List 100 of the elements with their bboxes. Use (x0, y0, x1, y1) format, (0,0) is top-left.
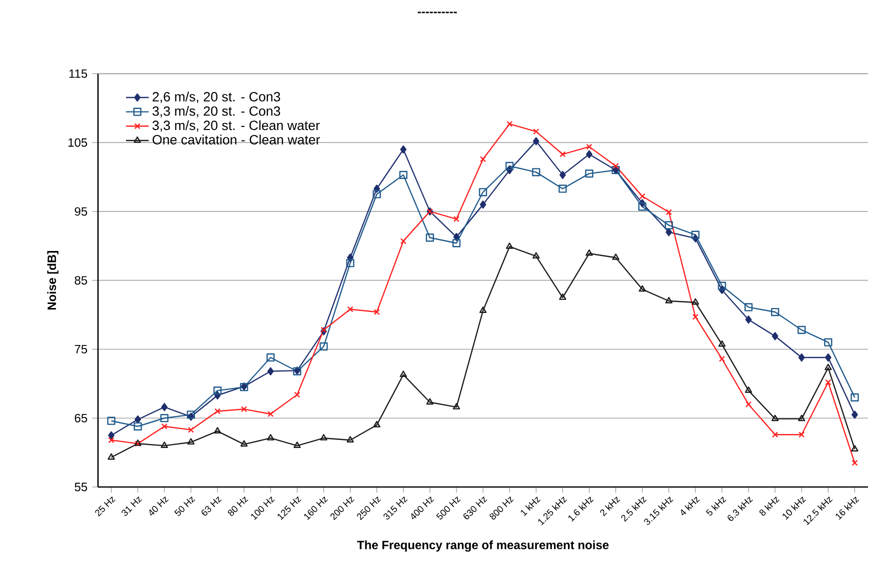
point (478, 188, 488, 196)
y-tick-label: 55 (74, 482, 88, 492)
point (559, 170, 566, 180)
point (664, 221, 673, 230)
y-axis-title: Noise [dB] (47, 251, 58, 310)
point (798, 414, 806, 422)
x-axis-title: The Frequency range of measurement noise (357, 540, 609, 552)
point (453, 216, 460, 222)
x-tick-label: 6.3 kHz (728, 496, 753, 521)
x-tick-label: 4 kHz (681, 496, 700, 516)
x-tick-label: 200 Hz (330, 496, 355, 520)
y-tick-label: 95 (74, 207, 88, 216)
x-tick-label: 100 Hz (251, 496, 275, 520)
point (400, 370, 407, 378)
x-tick-label: 1 kHz (520, 496, 541, 516)
point (374, 308, 380, 316)
point (639, 193, 646, 200)
x-tick-label: 10 kHz (782, 496, 806, 520)
point (691, 230, 700, 239)
point (771, 308, 780, 316)
point (426, 398, 434, 405)
x-tick-label: 25 Hz (95, 496, 116, 516)
point (188, 426, 194, 433)
point (452, 239, 461, 248)
point (666, 228, 672, 236)
point (320, 342, 328, 351)
point (373, 420, 380, 428)
point (532, 252, 540, 259)
point (160, 442, 168, 448)
point (744, 386, 752, 393)
point (533, 128, 540, 135)
point (134, 415, 142, 424)
x-tick-label: 40 Hz (149, 496, 169, 516)
x-tick-label: 1.6 kHz (568, 496, 594, 522)
point (852, 410, 858, 419)
point (294, 392, 300, 398)
point (586, 144, 592, 150)
point (134, 422, 142, 430)
point (824, 364, 832, 370)
x-tick-label: 400 Hz (411, 496, 434, 520)
point (214, 427, 222, 434)
point (665, 296, 672, 304)
point (452, 403, 460, 410)
point (718, 340, 726, 347)
point (453, 232, 460, 241)
point (347, 306, 354, 312)
y-tick-label: 115 (69, 69, 88, 78)
y-tick-label: 85 (74, 276, 88, 285)
x-tick-label: 8 kHz (759, 496, 780, 516)
x-tick-label: 630 Hz (463, 496, 488, 520)
point (586, 150, 592, 158)
point (266, 434, 274, 440)
point (692, 298, 700, 305)
legend-label: 3,3 m/s, 20 st. - Clean water (152, 120, 320, 132)
point (798, 326, 806, 334)
point (346, 259, 354, 268)
x-tick-label: 500 Hz (436, 496, 461, 520)
x-tick-label: 160 Hz (304, 496, 328, 520)
point (479, 306, 487, 313)
x-tick-label: 63 Hz (202, 496, 222, 516)
point (346, 436, 354, 442)
point (585, 169, 594, 178)
point (266, 353, 275, 362)
x-tick-label: 800 Hz (490, 496, 514, 520)
point (294, 442, 301, 448)
x-tick-label: 50 Hz (174, 496, 196, 516)
point (718, 282, 726, 290)
point (824, 353, 832, 362)
y-tick-label: 65 (74, 414, 88, 422)
point (267, 367, 274, 376)
legend-label: 2,6 m/s, 20 st. - Con3 (152, 92, 280, 104)
point (399, 170, 408, 180)
point (480, 200, 486, 209)
point (320, 326, 327, 333)
x-tick-label: 125 Hz (278, 496, 302, 520)
x-tick-label: 315 Hz (384, 496, 408, 520)
legend-label: One cavitation - Clean water (152, 134, 320, 144)
point (187, 438, 195, 445)
point (612, 254, 620, 260)
point (320, 434, 328, 440)
point (506, 242, 514, 249)
point (532, 168, 540, 176)
point (240, 406, 248, 412)
point (426, 234, 434, 242)
point (213, 386, 222, 395)
point (638, 202, 646, 211)
point (506, 120, 513, 128)
point (745, 316, 752, 324)
y-tick-label: 105 (68, 138, 88, 147)
point (824, 338, 832, 346)
point (638, 285, 646, 292)
point (586, 249, 593, 256)
legend-label: 3,3 m/s, 20 st. - Con3 (152, 106, 280, 118)
x-tick-label: 5 kHz (706, 496, 726, 516)
point (718, 356, 726, 362)
chart-title: ---------- (418, 12, 457, 14)
point (400, 145, 407, 154)
point (559, 293, 566, 300)
point (108, 453, 115, 460)
point (798, 353, 805, 362)
